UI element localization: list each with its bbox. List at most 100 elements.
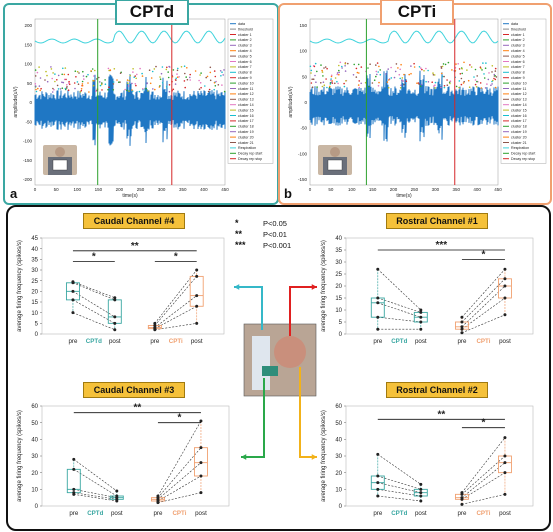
cluster-spike <box>213 70 216 72</box>
raw-legend-box <box>227 18 274 164</box>
cluster-spike <box>132 71 134 73</box>
significance-stars: ** <box>131 241 139 252</box>
cluster-spike <box>128 79 131 82</box>
raw-xtick-label: 300 <box>158 187 166 192</box>
cluster-spike <box>159 76 161 78</box>
cluster-spike <box>221 84 223 86</box>
cluster-spike <box>126 79 129 81</box>
y-tick-label: 40 <box>335 236 342 242</box>
raw-legend-label: Respiration <box>511 146 529 150</box>
y-tick-label: 10 <box>31 311 38 317</box>
subject-chest-patch <box>327 159 343 171</box>
cluster-spike <box>326 67 328 70</box>
cluster-spike <box>458 68 461 70</box>
cluster-spike <box>459 73 462 75</box>
cluster-spike <box>468 86 471 88</box>
data-point <box>195 321 199 325</box>
rostral-channel-1-title: Rostral Channel #1 <box>386 213 488 229</box>
data-point <box>460 320 464 324</box>
cluster-spike <box>68 80 70 83</box>
cluster-spike <box>449 82 451 85</box>
respiration-trace <box>309 30 499 44</box>
paired-line <box>461 472 506 500</box>
data-point <box>156 494 160 498</box>
cluster-spike <box>460 77 463 80</box>
cluster-spike <box>77 83 80 85</box>
cluster-spike <box>66 86 68 88</box>
cluster-spike <box>176 69 179 72</box>
cluster-spike <box>87 73 89 76</box>
cluster-spike <box>432 74 435 76</box>
y-tick-label: 0 <box>339 332 343 338</box>
data-point <box>72 487 76 491</box>
y-tick-label: 30 <box>31 454 38 460</box>
significance-stars: * <box>92 251 96 262</box>
raw-legend-label: cluster 16 <box>238 114 254 118</box>
cluster-spike <box>61 81 63 83</box>
cluster-spike <box>484 87 487 89</box>
y-tick-label: 10 <box>31 488 38 494</box>
cluster-spike <box>457 63 459 65</box>
raw-xtick-label: 400 <box>200 187 208 192</box>
cluster-spike <box>53 88 55 91</box>
data-point <box>503 454 507 458</box>
raw-legend-label: cluster 20 <box>238 135 254 139</box>
cluster-spike <box>399 77 401 80</box>
cluster-spike <box>356 71 359 74</box>
cluster-spike <box>375 64 377 66</box>
subject-head <box>330 147 340 157</box>
x-axis-label: CPTd <box>87 510 103 517</box>
panel-letter-a: a <box>10 186 18 201</box>
cluster-spike <box>65 78 67 81</box>
raw-ytick-label: -150 <box>298 177 308 182</box>
cluster-spike <box>148 69 151 71</box>
raw-legend-label: cluster 21 <box>238 141 254 145</box>
subject-head <box>55 147 65 157</box>
cluster-spike <box>118 81 120 83</box>
cluster-spike <box>112 81 115 83</box>
cluster-spike <box>87 82 89 84</box>
cluster-spike <box>322 75 324 77</box>
cluster-spike <box>186 78 189 81</box>
cluster-spike <box>68 82 70 84</box>
data-point <box>199 474 203 478</box>
data-point <box>460 331 464 335</box>
paired-line <box>154 295 197 328</box>
y-tick-label: 10 <box>335 308 342 314</box>
y-tick-label: 15 <box>31 300 38 306</box>
cluster-spike <box>168 65 170 68</box>
cluster-spike <box>200 72 202 74</box>
cluster-spike <box>35 88 37 91</box>
y-tick-label: 15 <box>335 296 342 302</box>
cluster-spike <box>341 65 343 68</box>
cluster-spike <box>323 84 326 86</box>
cluster-spike <box>378 65 380 68</box>
cluster-spike <box>312 78 315 80</box>
data-point <box>195 294 199 298</box>
cluster-spike <box>375 75 377 78</box>
raw-legend-label: threshold <box>238 27 253 31</box>
cluster-spike <box>483 77 486 79</box>
raw-ytick-label: 50 <box>302 74 308 79</box>
raw-legend-label: cluster 8 <box>238 71 252 75</box>
cluster-spike <box>205 76 207 79</box>
raw-ytick-label: 50 <box>27 81 33 86</box>
cluster-spike <box>34 69 37 71</box>
data-point <box>503 492 507 496</box>
y-axis-label: average firing frequency (spikes/s) <box>321 410 327 502</box>
raw-legend-label: cluster 6 <box>511 60 525 64</box>
paired-line <box>154 269 197 324</box>
rostral-channel-2-chart: 0 10 20 30 40 50 60 average firing frequency (s… <box>316 386 541 522</box>
cluster-spike <box>134 83 137 85</box>
significance-stars: * <box>174 251 178 262</box>
cluster-spike <box>93 75 95 77</box>
cluster-spike <box>131 82 133 85</box>
significance-stars: *** <box>436 240 448 251</box>
data-point <box>153 326 157 330</box>
data-point <box>376 301 380 305</box>
cluster-spike <box>51 91 54 93</box>
raw-legend-label: cluster 17 <box>511 119 527 123</box>
y-tick-label: 0 <box>339 504 343 510</box>
cluster-spike <box>353 63 355 66</box>
